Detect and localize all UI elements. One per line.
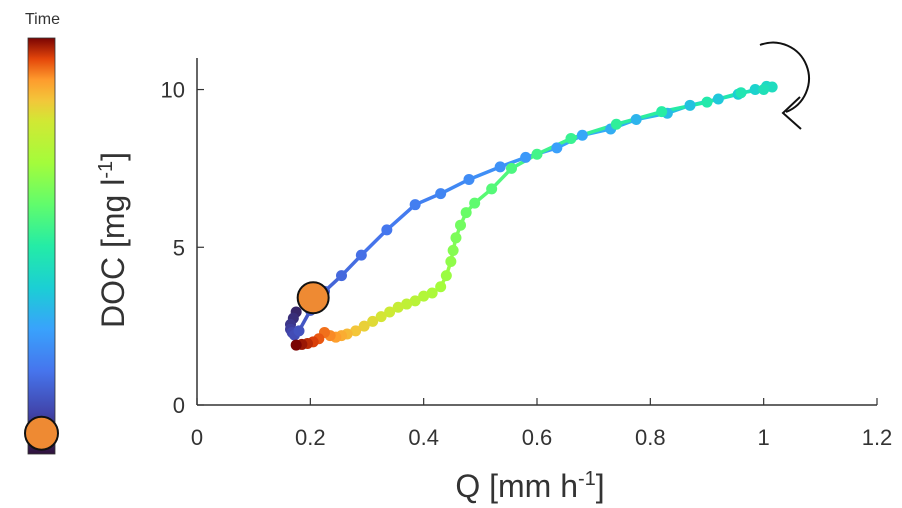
data-point — [494, 161, 506, 173]
data-point — [447, 244, 459, 256]
data-point — [630, 114, 642, 126]
data-point — [758, 84, 770, 96]
data-point — [418, 290, 430, 302]
x-tick-label: 1 — [758, 425, 770, 450]
data-point — [293, 325, 305, 337]
colorbar: Time — [24, 11, 60, 455]
data-point — [392, 301, 404, 313]
data-point — [610, 118, 622, 130]
data-point — [350, 325, 362, 337]
x-tick-label: 0.2 — [295, 425, 326, 450]
data-point — [440, 270, 452, 282]
data-point — [766, 81, 778, 93]
colorbar-time-marker — [24, 415, 59, 451]
x-tick-label: 0 — [191, 425, 203, 450]
data-point — [435, 188, 447, 200]
data-point — [384, 306, 396, 318]
data-point — [469, 197, 481, 209]
y-tick-label: 0 — [173, 393, 185, 418]
trajectory-segment — [467, 165, 502, 182]
y-axis-title-sup: -1 — [95, 161, 117, 179]
data-point — [531, 148, 543, 160]
data-point — [701, 96, 713, 108]
x-tick-label: 0.6 — [522, 425, 553, 450]
data-point — [712, 93, 724, 105]
data-point — [409, 295, 421, 307]
plot-axes — [196, 58, 877, 406]
data-point — [381, 224, 393, 236]
trajectory-points — [285, 80, 778, 351]
x-tick-label: 0.8 — [635, 425, 666, 450]
data-point — [450, 232, 462, 244]
data-point — [290, 339, 302, 351]
y-axis-title-main: DOC [mg l — [95, 179, 131, 328]
trajectory-segment — [385, 202, 417, 232]
data-point — [375, 311, 387, 323]
data-point — [749, 84, 761, 96]
trajectory-line — [288, 84, 774, 347]
data-point — [445, 255, 457, 267]
data-point — [520, 151, 532, 163]
data-point — [401, 298, 413, 310]
data-point — [426, 287, 438, 299]
x-axis-title-sup: -1 — [578, 468, 596, 490]
data-point — [735, 87, 747, 99]
y-tick-label: 5 — [173, 235, 185, 260]
data-point — [460, 207, 472, 219]
data-point — [656, 106, 668, 118]
x-axis-title-close: ] — [596, 468, 605, 504]
data-point — [455, 219, 466, 231]
x-tick-label: 1.2 — [862, 425, 893, 450]
data-point — [336, 270, 347, 282]
data-point — [435, 281, 447, 293]
data-point — [409, 199, 421, 211]
data-point — [576, 129, 588, 141]
x-ticks: 0 0.2 0.4 0.6 0.8 1 1.2 — [191, 398, 892, 450]
data-point — [355, 249, 367, 261]
y-axis-title-close: ] — [95, 152, 131, 161]
x-tick-label: 0.4 — [408, 425, 439, 450]
data-point — [551, 142, 563, 154]
data-point — [367, 315, 379, 327]
data-point — [506, 162, 517, 174]
data-point — [463, 173, 475, 185]
x-axis-title: Q [mm h-1] — [455, 468, 604, 504]
y-ticks: 0 5 10 — [161, 78, 204, 418]
colorbar-gradient — [27, 37, 56, 455]
trajectory-segment — [359, 228, 389, 257]
x-axis-title-main: Q [mm h — [455, 468, 578, 504]
current-point-marker — [296, 281, 330, 315]
clockwise-arrow-icon — [759, 41, 810, 130]
data-point — [358, 320, 370, 332]
colorbar-title: Time — [25, 11, 60, 28]
data-point — [565, 132, 577, 144]
y-axis-title: DOC [mg l-1] — [95, 152, 131, 328]
data-point — [684, 99, 696, 111]
data-point — [486, 183, 498, 195]
y-tick-label: 10 — [161, 78, 185, 103]
